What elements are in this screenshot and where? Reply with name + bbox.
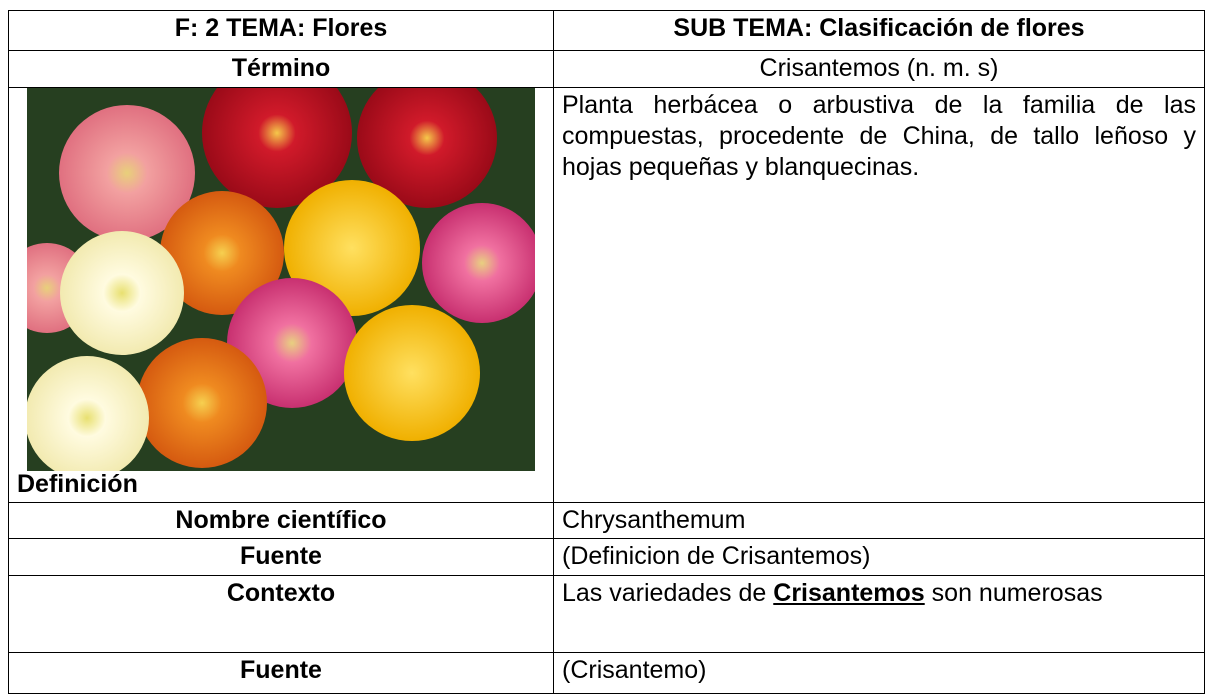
- context-text: Las variedades de: [562, 579, 767, 607]
- definition-text: Planta herbácea o arbustiva de la famili…: [553, 87, 1205, 503]
- flower-image: [27, 88, 535, 471]
- source-value: (Crisantemo): [553, 652, 1205, 694]
- source-value: (Definicion de Crisantemos): [553, 538, 1205, 576]
- definition-label: Definición: [17, 470, 138, 498]
- context-value: Las variedades de Crisantemos son numero…: [553, 575, 1205, 653]
- term-label: Término: [8, 50, 554, 88]
- context-emphasis: Crisantemos: [773, 579, 925, 607]
- source-label: Fuente: [8, 652, 554, 694]
- source-label: Fuente: [8, 538, 554, 576]
- header-right: SUB TEMA: Clasificación de flores: [553, 10, 1205, 51]
- header-left: F: 2 TEMA: Flores: [8, 10, 554, 51]
- scientific-value: Chrysanthemum: [553, 502, 1205, 539]
- scientific-label: Nombre científico: [8, 502, 554, 539]
- context-label: Contexto: [8, 575, 554, 653]
- definition-cell: Definición: [8, 87, 554, 503]
- context-text: son numerosas: [931, 579, 1103, 607]
- term-value: Crisantemos (n. m. s): [553, 50, 1205, 88]
